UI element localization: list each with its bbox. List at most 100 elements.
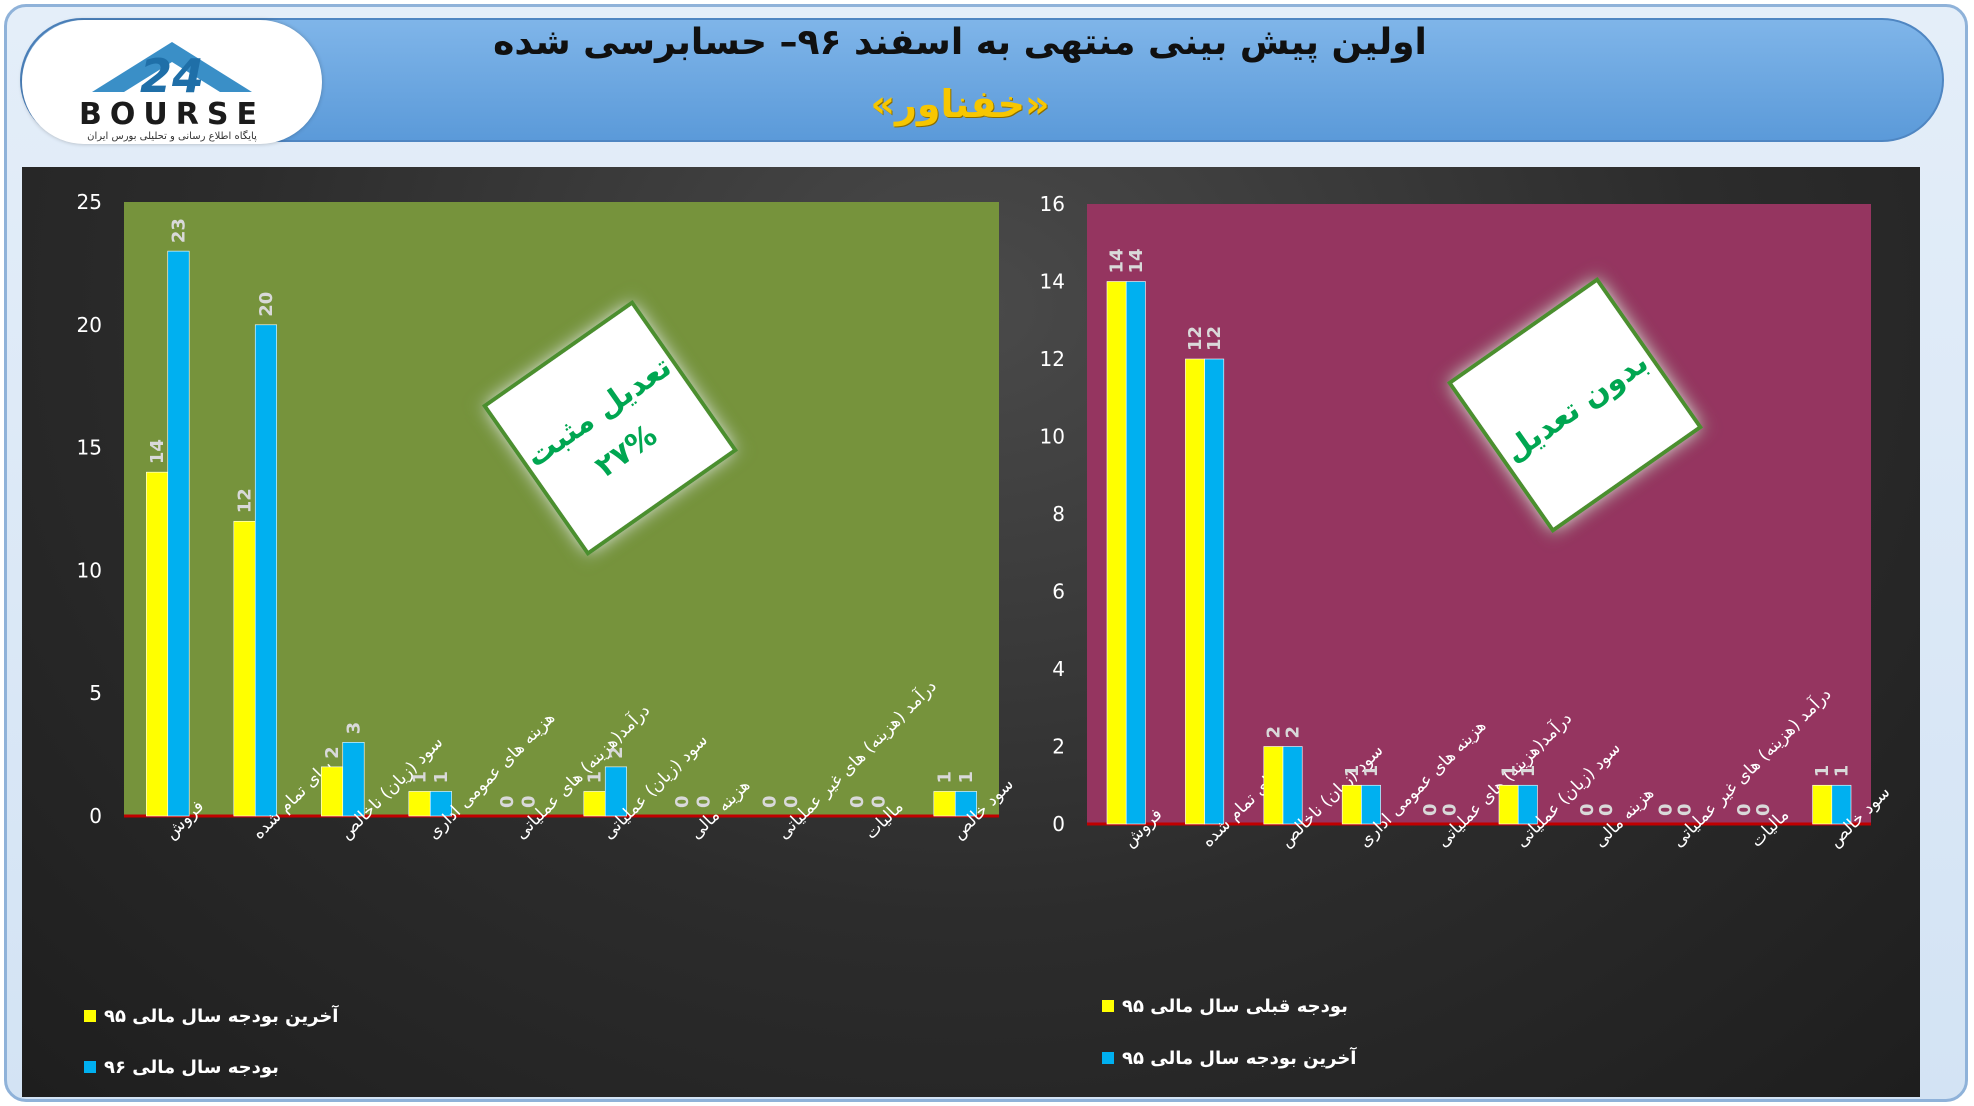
header-banner: [20, 18, 1944, 142]
bar: [1831, 784, 1852, 825]
bar: [1263, 746, 1284, 825]
badge-box: [481, 299, 739, 557]
logo-number: 24: [140, 49, 204, 103]
y-tick-label: 5: [89, 681, 102, 705]
data-label: 12: [235, 488, 256, 513]
legend-label: آخرین بودجه سال مالی ۹۵: [104, 1004, 339, 1027]
bar: [1282, 746, 1303, 825]
data-label: 0: [1420, 803, 1441, 816]
data-label: 0: [1577, 803, 1598, 816]
logo-wordmark: BOURSE: [79, 97, 265, 132]
badge: بدون تعدیل: [1446, 276, 1704, 534]
data-label: 2: [606, 746, 627, 759]
bar: [429, 791, 452, 817]
data-label: 1: [410, 771, 431, 784]
legend-swatch: [84, 1061, 96, 1073]
data-label: 12: [1185, 326, 1206, 351]
data-label: 0: [672, 795, 693, 808]
bar: [1361, 784, 1381, 825]
bar: [146, 471, 169, 817]
bar: [408, 791, 431, 817]
legend-swatch: [84, 1010, 96, 1022]
y-tick-label: 0: [1052, 812, 1065, 836]
data-label: 0: [693, 795, 714, 808]
data-label: 14: [147, 439, 168, 464]
data-label: 0: [847, 795, 868, 808]
data-label: 0: [1675, 803, 1696, 816]
y-tick-label: 15: [77, 436, 102, 460]
bar: [1106, 281, 1127, 825]
bar: [604, 766, 627, 817]
data-label: 20: [256, 292, 277, 317]
data-label: 0: [497, 795, 518, 808]
data-label: 0: [518, 795, 539, 808]
y-tick-label: 16: [1040, 192, 1065, 216]
y-tick-label: 10: [1040, 425, 1065, 449]
data-label: 1: [1831, 765, 1852, 778]
data-label: 23: [168, 218, 189, 243]
y-tick-label: 14: [1040, 270, 1065, 294]
data-label: 1: [1361, 765, 1382, 778]
data-label: 1: [1518, 765, 1539, 778]
bar: [321, 766, 344, 817]
data-label: 12: [1204, 326, 1225, 351]
y-tick-label: 20: [77, 313, 102, 337]
bar: [954, 791, 977, 817]
data-label: 14: [1126, 248, 1147, 273]
bar: [1498, 784, 1519, 825]
bar: [342, 742, 365, 817]
y-tick-label: 25: [77, 190, 102, 214]
y-tick-label: 8: [1052, 502, 1065, 526]
data-label: 0: [1655, 803, 1676, 816]
data-label: 0: [781, 795, 802, 808]
legend-swatch: [1102, 1000, 1114, 1012]
legend-swatch: [1102, 1052, 1114, 1064]
data-label: 3: [343, 722, 364, 735]
data-label: 0: [1439, 803, 1460, 816]
y-tick-label: 12: [1040, 347, 1065, 371]
data-label: 0: [868, 795, 889, 808]
bar: [1185, 358, 1205, 825]
data-label: 2: [322, 746, 343, 759]
page-title: اولین پیش بینی منتهی به اسفند ۹۶– حسابرس…: [493, 22, 1427, 63]
y-tick-label: 0: [89, 804, 102, 828]
logo-tagline: پایگاه اطلاع رسانی و تحلیلی بورس ایران: [87, 130, 257, 142]
data-label: 1: [935, 771, 956, 784]
legend-label: آخرین بودجه سال مالی ۹۵: [1122, 1046, 1357, 1069]
data-label: 0: [1596, 803, 1617, 816]
data-label: 1: [431, 771, 452, 784]
bar: [167, 250, 190, 817]
bar: [1125, 281, 1146, 825]
data-label: 1: [1342, 765, 1363, 778]
page-subtitle: «خفناور»: [870, 82, 1050, 126]
y-tick-label: 4: [1052, 657, 1065, 681]
bar: [1204, 358, 1225, 825]
y-tick-label: 6: [1052, 580, 1065, 604]
badge-box: [1446, 276, 1704, 534]
data-label: 2: [1263, 726, 1284, 739]
data-label: 1: [1812, 765, 1833, 778]
data-label: 1: [1499, 765, 1520, 778]
y-tick-label: 2: [1052, 735, 1065, 759]
data-label: 14: [1107, 248, 1128, 273]
data-label: 0: [1734, 803, 1755, 816]
data-label: 1: [956, 771, 977, 784]
logo-roof-inner-icon: [124, 62, 220, 92]
data-label: 1: [585, 771, 606, 784]
logo-graphic: 24 BOURSE پایگاه اطلاع رسانی و تحلیلی بو…: [79, 42, 265, 142]
bar: [254, 324, 277, 817]
legend-label: بودجه سال مالی ۹۶: [104, 1057, 279, 1078]
bar: [1341, 784, 1362, 825]
site-logo: 24 BOURSE پایگاه اطلاع رسانی و تحلیلی بو…: [22, 20, 322, 144]
bar: [1517, 784, 1538, 825]
data-label: 0: [1753, 803, 1774, 816]
bar: [933, 791, 956, 817]
data-label: 0: [760, 795, 781, 808]
y-tick-label: 10: [77, 558, 102, 582]
data-label: 2: [1283, 726, 1304, 739]
legend-label: بودجه قبلی سال مالی ۹۵: [1122, 996, 1348, 1017]
